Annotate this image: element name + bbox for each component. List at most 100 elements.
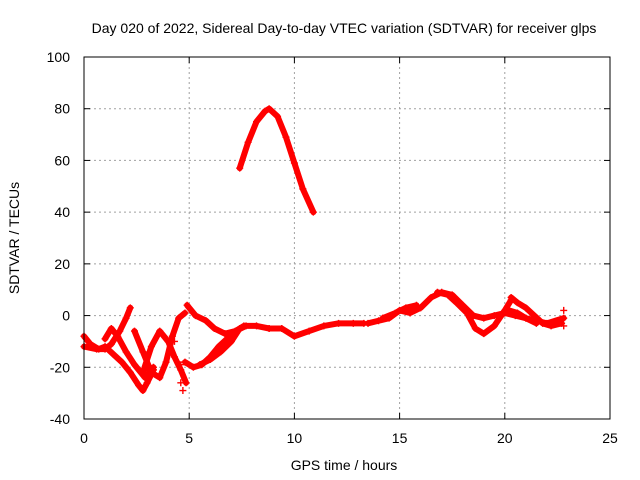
data-point [130,361,138,369]
data-point [116,327,124,335]
chart-title: Day 020 of 2022, Sidereal Day-to-day VTE… [92,20,597,36]
data-point [522,314,530,322]
data-point [290,332,298,340]
plot-frame [83,56,611,420]
data-point [181,358,189,366]
isolated-data-point [177,379,185,387]
data-point [210,325,218,332]
x-tick-label: 15 [392,430,408,446]
data-point [452,299,460,307]
isolated-points [143,306,568,395]
data-point [126,368,134,376]
data-point [480,330,488,338]
data-point [217,348,225,356]
y-tick-label: 20 [54,256,70,272]
data-point [547,322,555,330]
data-point [274,112,282,120]
data-point [139,348,147,356]
series-line [184,302,367,340]
data-point [156,374,164,382]
data-point [175,314,183,322]
isolated-data-point [560,306,568,314]
isolated-data-point [560,322,568,330]
isolated-data-point [177,361,185,369]
data-point [513,299,521,307]
x-tick-label: 25 [602,430,618,446]
data-point [114,332,122,340]
data-point [406,309,414,317]
data-point [109,350,117,358]
data-point [463,309,471,317]
data-point [513,309,521,317]
data-point [490,322,498,330]
data-point [118,358,126,366]
data-point [206,356,214,364]
data-point [265,105,273,113]
data-point [522,304,530,312]
data-point [183,301,191,309]
y-tick-label: 80 [54,101,70,117]
y-axis-label: SDTVAR / TECUs [6,182,22,294]
data-point [560,314,568,322]
isolated-data-point [170,337,178,345]
data-point [196,361,204,369]
data-point [147,343,155,351]
data-point [227,337,235,345]
data-point [417,304,425,312]
data-point [139,387,147,395]
data-point [181,309,189,317]
data-point [122,348,130,356]
data-point [379,314,387,322]
series-arc-14 [497,306,540,327]
data-point [532,319,540,327]
data-point [309,208,317,216]
data-point [349,319,357,327]
x-axis-label: GPS time / hours [291,457,398,473]
data-point [480,314,488,322]
data-point [93,345,101,353]
data-point [505,306,513,314]
data-point [539,319,547,327]
data-point [305,327,313,335]
data-point [236,325,244,332]
data-point [236,164,244,172]
data-point [412,301,420,309]
grid-lines [84,57,610,419]
data-series [80,105,568,395]
data-point [122,314,130,322]
data-point [507,293,515,301]
data-point [156,327,164,335]
data-point [162,358,170,366]
data-point [261,107,269,115]
data-point [126,304,134,312]
series-arc-2 [80,304,134,353]
data-point [107,340,115,348]
data-point [101,335,109,343]
series-arc-3 [101,325,157,382]
isolated-data-point [143,368,151,376]
series-line [379,302,420,322]
y-tick-label: 100 [47,49,71,65]
series-arc-13 [507,293,566,330]
series-arc-6 [183,301,368,340]
isolated-data-point [145,374,153,382]
data-point [130,327,138,335]
data-point [402,304,410,312]
data-point [282,133,290,141]
y-tick-label: 0 [62,308,70,324]
data-point [244,138,252,146]
series-arc-9 [236,105,317,216]
data-point [320,322,328,330]
data-point [168,332,176,340]
data-point [189,363,197,371]
data-point [107,325,115,332]
data-point [490,312,498,320]
data-point [433,288,441,296]
axis-ticks: 0 5 10 15 20 25 -40 -20 0 20 40 60 80 100 [47,49,618,446]
series-line [131,309,188,381]
y-tick-label: 40 [54,204,70,220]
data-point [253,322,261,330]
data-point [375,317,383,325]
